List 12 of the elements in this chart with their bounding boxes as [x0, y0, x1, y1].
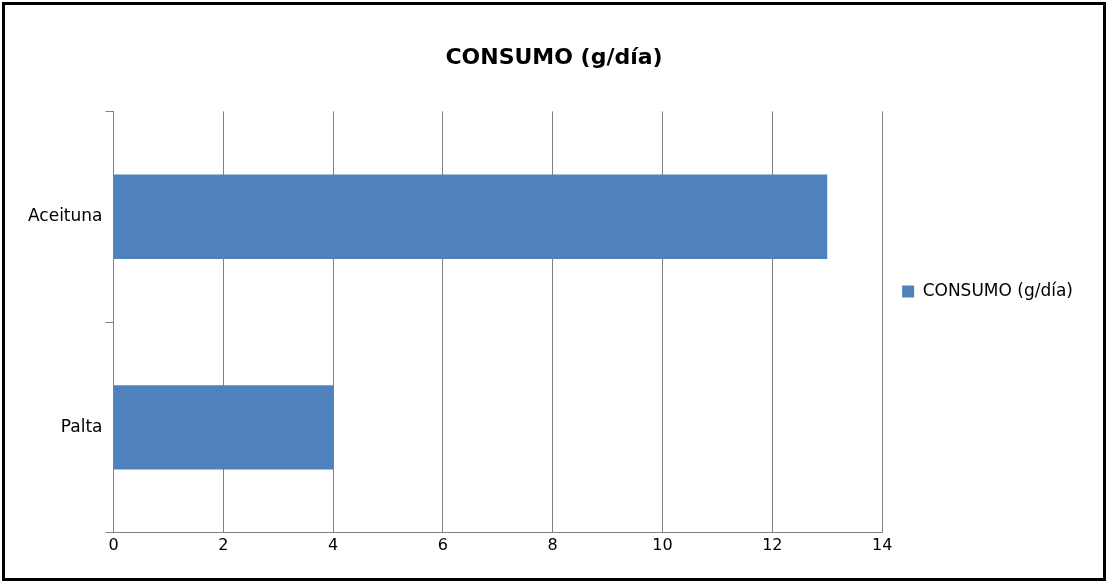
legend-label: CONSUMO (g/día) — [922, 279, 1074, 300]
x-tick-label: 14 — [871, 534, 893, 554]
y-tick-label: Aceituna — [27, 205, 103, 226]
x-tick-label: 0 — [108, 534, 119, 554]
x-tick-label: 12 — [762, 534, 783, 554]
x-tick-label: 2 — [218, 534, 229, 554]
x-tick-label: 8 — [547, 534, 558, 554]
chart-title: CONSUMO (g/día) — [445, 43, 663, 69]
y-tick-label: Palta — [60, 415, 103, 436]
x-tick-label: 4 — [328, 534, 339, 554]
x-tick-label: 10 — [652, 534, 673, 554]
x-tick-label: 6 — [437, 534, 448, 554]
